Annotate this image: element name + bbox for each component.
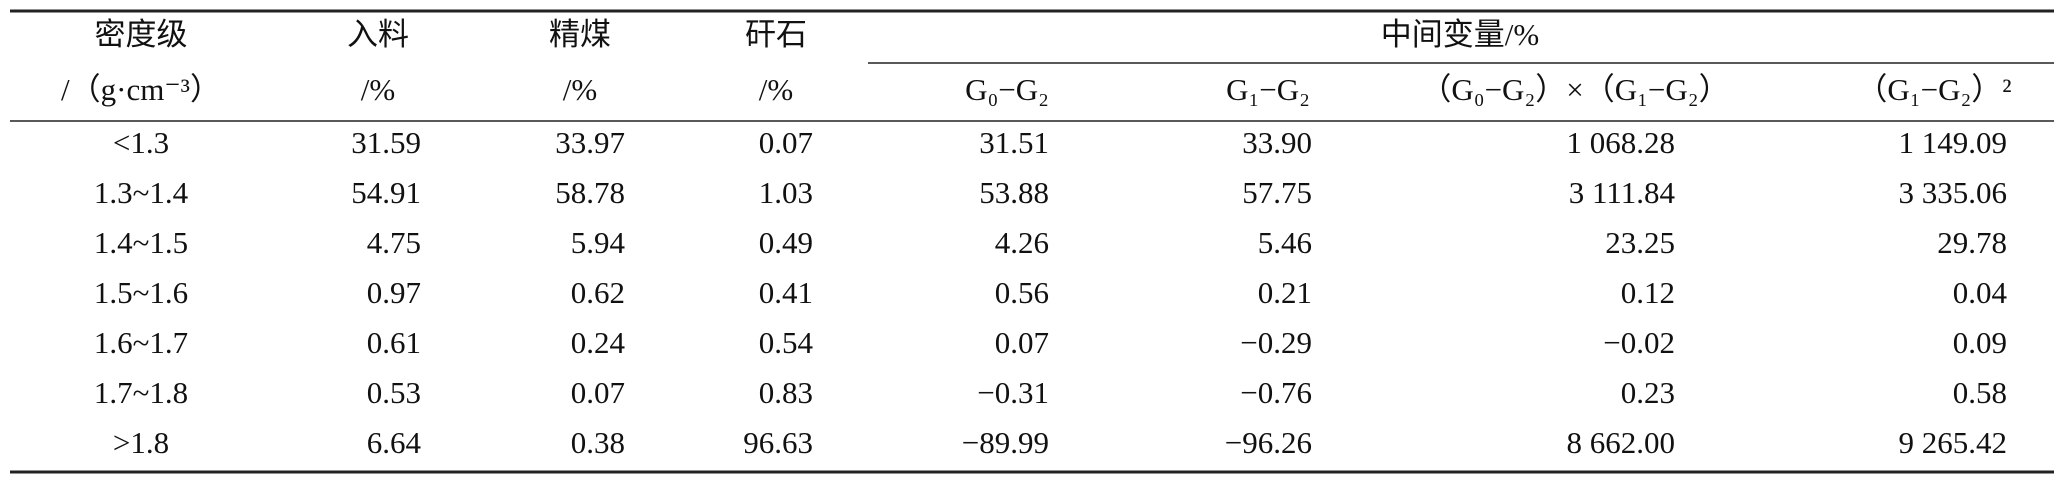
row-label: 1.4~1.5	[94, 225, 188, 260]
cell: 0.23	[1621, 375, 1675, 410]
cell: 33.90	[1242, 125, 1312, 160]
header-cell: 矸石	[745, 17, 807, 52]
cell: 0.07	[571, 375, 625, 410]
cell: 4.75	[367, 225, 421, 260]
cell: −96.26	[1225, 425, 1312, 460]
cell: 57.75	[1242, 175, 1312, 210]
cell: 31.51	[979, 125, 1049, 160]
header-cell: /%	[563, 72, 597, 107]
header-cell: 中间变量/%	[1381, 17, 1539, 52]
cell: 5.94	[571, 225, 626, 260]
cell: 8 662.00	[1567, 425, 1676, 460]
cell: 58.78	[555, 175, 625, 210]
cell: 0.12	[1621, 275, 1675, 310]
header-cell: 精煤	[549, 17, 611, 52]
cell: 29.78	[1937, 225, 2007, 260]
cell: 0.49	[759, 225, 813, 260]
cell: 0.38	[571, 425, 625, 460]
cell: 0.58	[1953, 375, 2007, 410]
row-label: 1.7~1.8	[94, 375, 188, 410]
header-cell: （G₁−G₂）²	[1856, 72, 2011, 107]
cell: 53.88	[979, 175, 1049, 210]
row-label: 1.3~1.4	[94, 175, 189, 210]
header-cell: /%	[759, 72, 793, 107]
cell: 3 335.06	[1899, 175, 2008, 210]
cell: 0.21	[1258, 275, 1312, 310]
cell: 0.04	[1953, 275, 2008, 310]
cell: 1.03	[759, 175, 813, 210]
cell: −89.99	[962, 425, 1049, 460]
cell: −0.76	[1240, 375, 1312, 410]
cell: 0.41	[759, 275, 813, 310]
cell: 0.61	[367, 325, 421, 360]
cell: 0.09	[1953, 325, 2007, 360]
header-cell: /（g·cm⁻³）	[61, 72, 221, 107]
cell: 0.62	[571, 275, 625, 310]
cell: 0.07	[995, 325, 1049, 360]
cell: 6.64	[367, 425, 422, 460]
cell: 9 265.42	[1899, 425, 2008, 460]
header-cell: 密度级	[95, 17, 188, 52]
cell: 1 068.28	[1567, 125, 1676, 160]
header-cell: G₁−G₂	[1226, 72, 1310, 107]
cell: −0.02	[1603, 325, 1675, 360]
cell: 0.24	[571, 325, 626, 360]
row-label: 1.6~1.7	[94, 325, 188, 360]
cell: 23.25	[1605, 225, 1675, 260]
cell: −0.29	[1240, 325, 1312, 360]
cell: 0.53	[367, 375, 421, 410]
cell: 0.54	[759, 325, 814, 360]
cell: 3 111.84	[1569, 175, 1676, 210]
cell: 33.97	[555, 125, 625, 160]
cell: 4.26	[995, 225, 1049, 260]
cell: 0.07	[759, 125, 813, 160]
cell: 54.91	[351, 175, 421, 210]
cell: 0.83	[759, 375, 813, 410]
row-label: <1.3	[113, 125, 169, 160]
row-label: 1.5~1.6	[94, 275, 188, 310]
cell: 1 149.09	[1899, 125, 2008, 160]
header-cell: 入料	[347, 17, 409, 52]
cell: 0.56	[995, 275, 1049, 310]
cell: −0.31	[977, 375, 1049, 410]
header-cell: G₀−G₂	[965, 72, 1049, 107]
cell: 5.46	[1258, 225, 1312, 260]
header-cell: /%	[361, 72, 395, 107]
row-label: >1.8	[113, 425, 169, 460]
header-cell: （G₀−G₂）×（G₁−G₂）	[1420, 72, 1729, 107]
cell: 96.63	[743, 425, 813, 460]
cell: 0.97	[367, 275, 421, 310]
cell: 31.59	[351, 125, 421, 160]
